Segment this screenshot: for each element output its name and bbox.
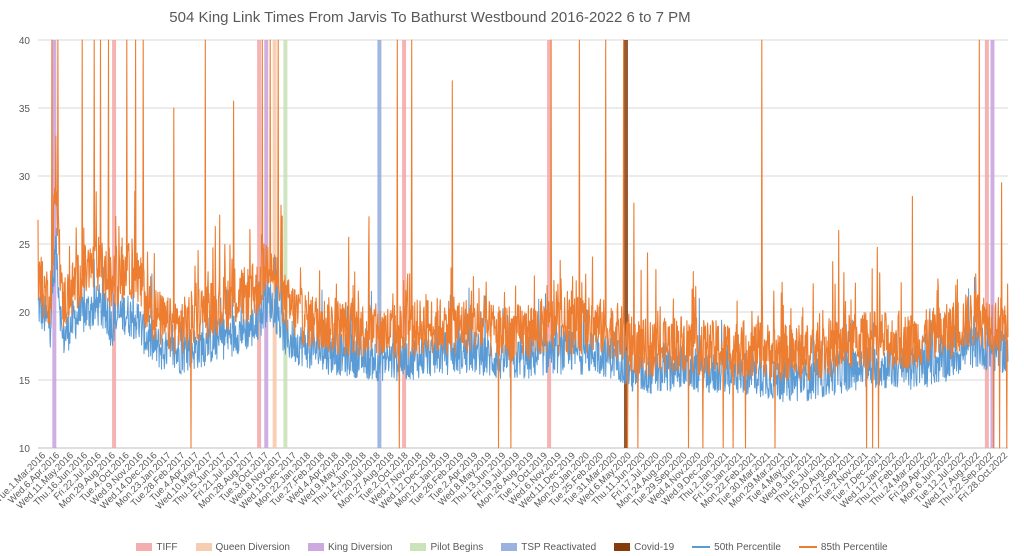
legend-swatch (410, 543, 427, 551)
event-marker (377, 40, 382, 448)
event-marker (257, 40, 262, 448)
legend-item: Covid-19 (614, 540, 674, 554)
event-marker (52, 40, 57, 448)
legend-label: 85th Percentile (820, 541, 888, 553)
legend-label: Queen Diversion (215, 541, 290, 553)
legend-label: TSP Reactivated (521, 541, 597, 553)
legend-swatch (692, 546, 711, 548)
y-tick-label: 30 (19, 172, 31, 183)
legend-item: Pilot Begins (410, 540, 483, 554)
y-tick-label: 10 (19, 444, 31, 455)
event-marker (272, 40, 277, 448)
legend-label: 50th Percentile (714, 541, 781, 553)
chart-title: 504 King Link Times From Jarvis To Bathu… (169, 9, 691, 26)
legend-swatch (501, 543, 518, 551)
legend-swatch (307, 543, 324, 551)
y-axis-ticks: 10 15 20 25 30 35 40 (19, 36, 31, 455)
y-tick-label: 25 (19, 240, 31, 251)
legend-swatch (136, 543, 153, 551)
event-markers (52, 40, 995, 448)
legend-swatch (614, 543, 631, 551)
chart-plot: 10 15 20 25 30 35 40 Tue.1.Mar.2016Wed.6.Apr.2… (0, 36, 1010, 512)
legend-label: Covid-19 (634, 541, 675, 553)
y-tick-label: 15 (19, 376, 31, 387)
series-lines (37, 39, 1009, 449)
event-marker (984, 40, 989, 448)
event-marker (402, 40, 407, 448)
legend-item: 50th Percentile (692, 540, 781, 554)
y-tick-label: 20 (19, 308, 31, 319)
x-axis-ticks: Tue.1.Mar.2016Wed.6.Apr.2016Wed.11.May.2… (0, 450, 1010, 512)
event-marker (264, 40, 269, 448)
legend-item: Queen Diversion (195, 540, 290, 554)
event-marker (283, 40, 288, 448)
legend: TIFF Queen Diversion King Diversion Pilot B… (0, 540, 1024, 554)
legend-label: King Diversion (327, 541, 393, 553)
legend-swatch (195, 543, 212, 551)
event-marker (112, 40, 117, 448)
y-tick-label: 40 (19, 36, 31, 47)
event-marker (547, 40, 552, 448)
series-line-85th-percentile (37, 39, 1009, 449)
legend-item: TIFF (136, 540, 178, 554)
gridlines (38, 39, 1008, 449)
y-tick-label: 35 (19, 104, 31, 115)
legend-item: TSP Reactivated (501, 540, 596, 554)
event-marker (623, 40, 628, 448)
legend-item: 85th Percentile (798, 540, 888, 554)
legend-label: Pilot Begins (430, 541, 484, 553)
legend-item: King Diversion (307, 540, 393, 554)
legend-swatch (798, 546, 817, 548)
legend-label: TIFF (156, 541, 178, 553)
series-line-50th-percentile (37, 227, 1009, 403)
event-marker (990, 40, 995, 448)
